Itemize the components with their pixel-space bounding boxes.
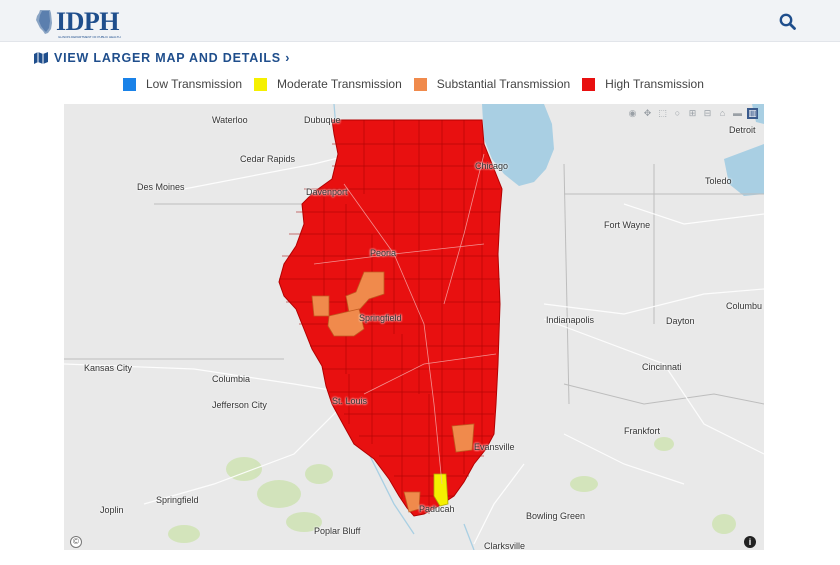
legend-item-high[interactable]: High Transmission: [582, 77, 704, 91]
city-label: Waterloo: [212, 115, 248, 125]
forest-areas: [168, 437, 736, 543]
chart-icon[interactable]: ▥: [747, 108, 758, 119]
zoom-out-icon[interactable]: ⊟: [703, 108, 712, 118]
lake-michigan: [482, 104, 554, 186]
select-icon[interactable]: ⬚: [658, 108, 667, 118]
city-label: Cedar Rapids: [240, 154, 296, 164]
logo-text: IDPH: [56, 7, 120, 36]
city-label: Peoria: [370, 248, 397, 258]
camera-icon[interactable]: ◉: [628, 108, 637, 118]
attribution-icon[interactable]: ©: [70, 536, 82, 548]
illinois-roads: [313, 153, 497, 485]
city-label: Columbia: [212, 374, 251, 384]
legend-label-low: Low Transmission: [146, 77, 243, 91]
city-label: Toledo: [705, 176, 732, 186]
view-link-label: VIEW LARGER MAP AND DETAILS ›: [54, 51, 291, 65]
map-icon: [34, 52, 48, 64]
illinois-state-icon: [36, 10, 52, 34]
illinois-high-transmission[interactable]: [278, 119, 503, 517]
transmission-map[interactable]: ◉ ✥ ⬚ ○ ⊞ ⊟ ⌂ ▬ ▥ Waterloo Dubuque Detro…: [64, 104, 764, 550]
illinois-moderate-transmission[interactable]: [433, 473, 449, 507]
roads: [64, 143, 764, 545]
city-label: Paducah: [419, 504, 455, 514]
city-label: Chicago: [475, 161, 509, 171]
legend-swatch-moderate: [254, 77, 268, 91]
info-icon[interactable]: i: [744, 536, 756, 548]
city-label: Cincinnati: [642, 362, 682, 372]
home-icon[interactable]: ⌂: [719, 108, 726, 118]
legend-label-moderate: Moderate Transmission: [277, 77, 402, 91]
lake-erie: [724, 144, 764, 196]
search-button[interactable]: [778, 12, 798, 32]
search-icon: [779, 13, 796, 30]
map-legend: Low Transmission Moderate Transmission S…: [123, 77, 716, 91]
idph-logo[interactable]: IDPH ILLINOIS DEPARTMENT OF PUBLIC HEALT…: [34, 7, 121, 39]
city-label: Dubuque: [304, 115, 341, 125]
legend-item-substantial[interactable]: Substantial Transmission: [413, 77, 571, 91]
city-label: Jefferson City: [212, 400, 267, 410]
map-toolbar: ◉ ✥ ⬚ ○ ⊞ ⊟ ⌂ ▬ ▥: [627, 108, 758, 119]
legend-swatch-substantial: [413, 77, 427, 91]
city-label: St. Louis: [332, 396, 368, 406]
city-label: Springfield: [359, 313, 402, 323]
city-label: Indianapolis: [546, 315, 595, 325]
view-larger-map-link[interactable]: VIEW LARGER MAP AND DETAILS ›: [34, 51, 290, 65]
city-label: Poplar Bluff: [314, 526, 361, 536]
city-label: Springfield: [156, 495, 199, 505]
county-lines: [279, 120, 500, 514]
illinois-substantial-transmission[interactable]: [311, 271, 475, 513]
city-label: Clarksville: [484, 541, 526, 550]
city-label: Detroit: [729, 125, 756, 135]
city-label: Kansas City: [84, 363, 133, 373]
legend-item-moderate[interactable]: Moderate Transmission: [254, 77, 402, 91]
reset-icon[interactable]: ▬: [733, 108, 742, 118]
city-label: Fort Wayne: [604, 220, 651, 230]
site-header: IDPH ILLINOIS DEPARTMENT OF PUBLIC HEALT…: [0, 0, 840, 42]
city-label: Evansville: [474, 442, 515, 452]
zoom-in-icon[interactable]: ⊞: [688, 108, 697, 118]
map-canvas[interactable]: [64, 104, 764, 550]
lasso-icon[interactable]: ○: [674, 108, 681, 118]
legend-swatch-low: [123, 77, 136, 91]
pan-icon[interactable]: ✥: [643, 108, 652, 118]
logo-subtitle: ILLINOIS DEPARTMENT OF PUBLIC HEALTH: [58, 35, 121, 39]
city-label: Des Moines: [137, 182, 185, 192]
legend-label-substantial: Substantial Transmission: [436, 77, 571, 91]
city-label: Davenport: [306, 187, 348, 197]
state-borders: [64, 163, 764, 405]
legend-item-low[interactable]: Low Transmission: [123, 77, 242, 91]
city-label: Bowling Green: [526, 511, 586, 521]
legend-swatch-high: [582, 77, 596, 91]
city-label: Joplin: [100, 505, 124, 515]
legend-label-high: High Transmission: [605, 77, 704, 91]
city-label: Frankfort: [624, 426, 661, 436]
city-label: Dayton: [666, 316, 695, 326]
city-label: Columbu: [726, 301, 763, 311]
